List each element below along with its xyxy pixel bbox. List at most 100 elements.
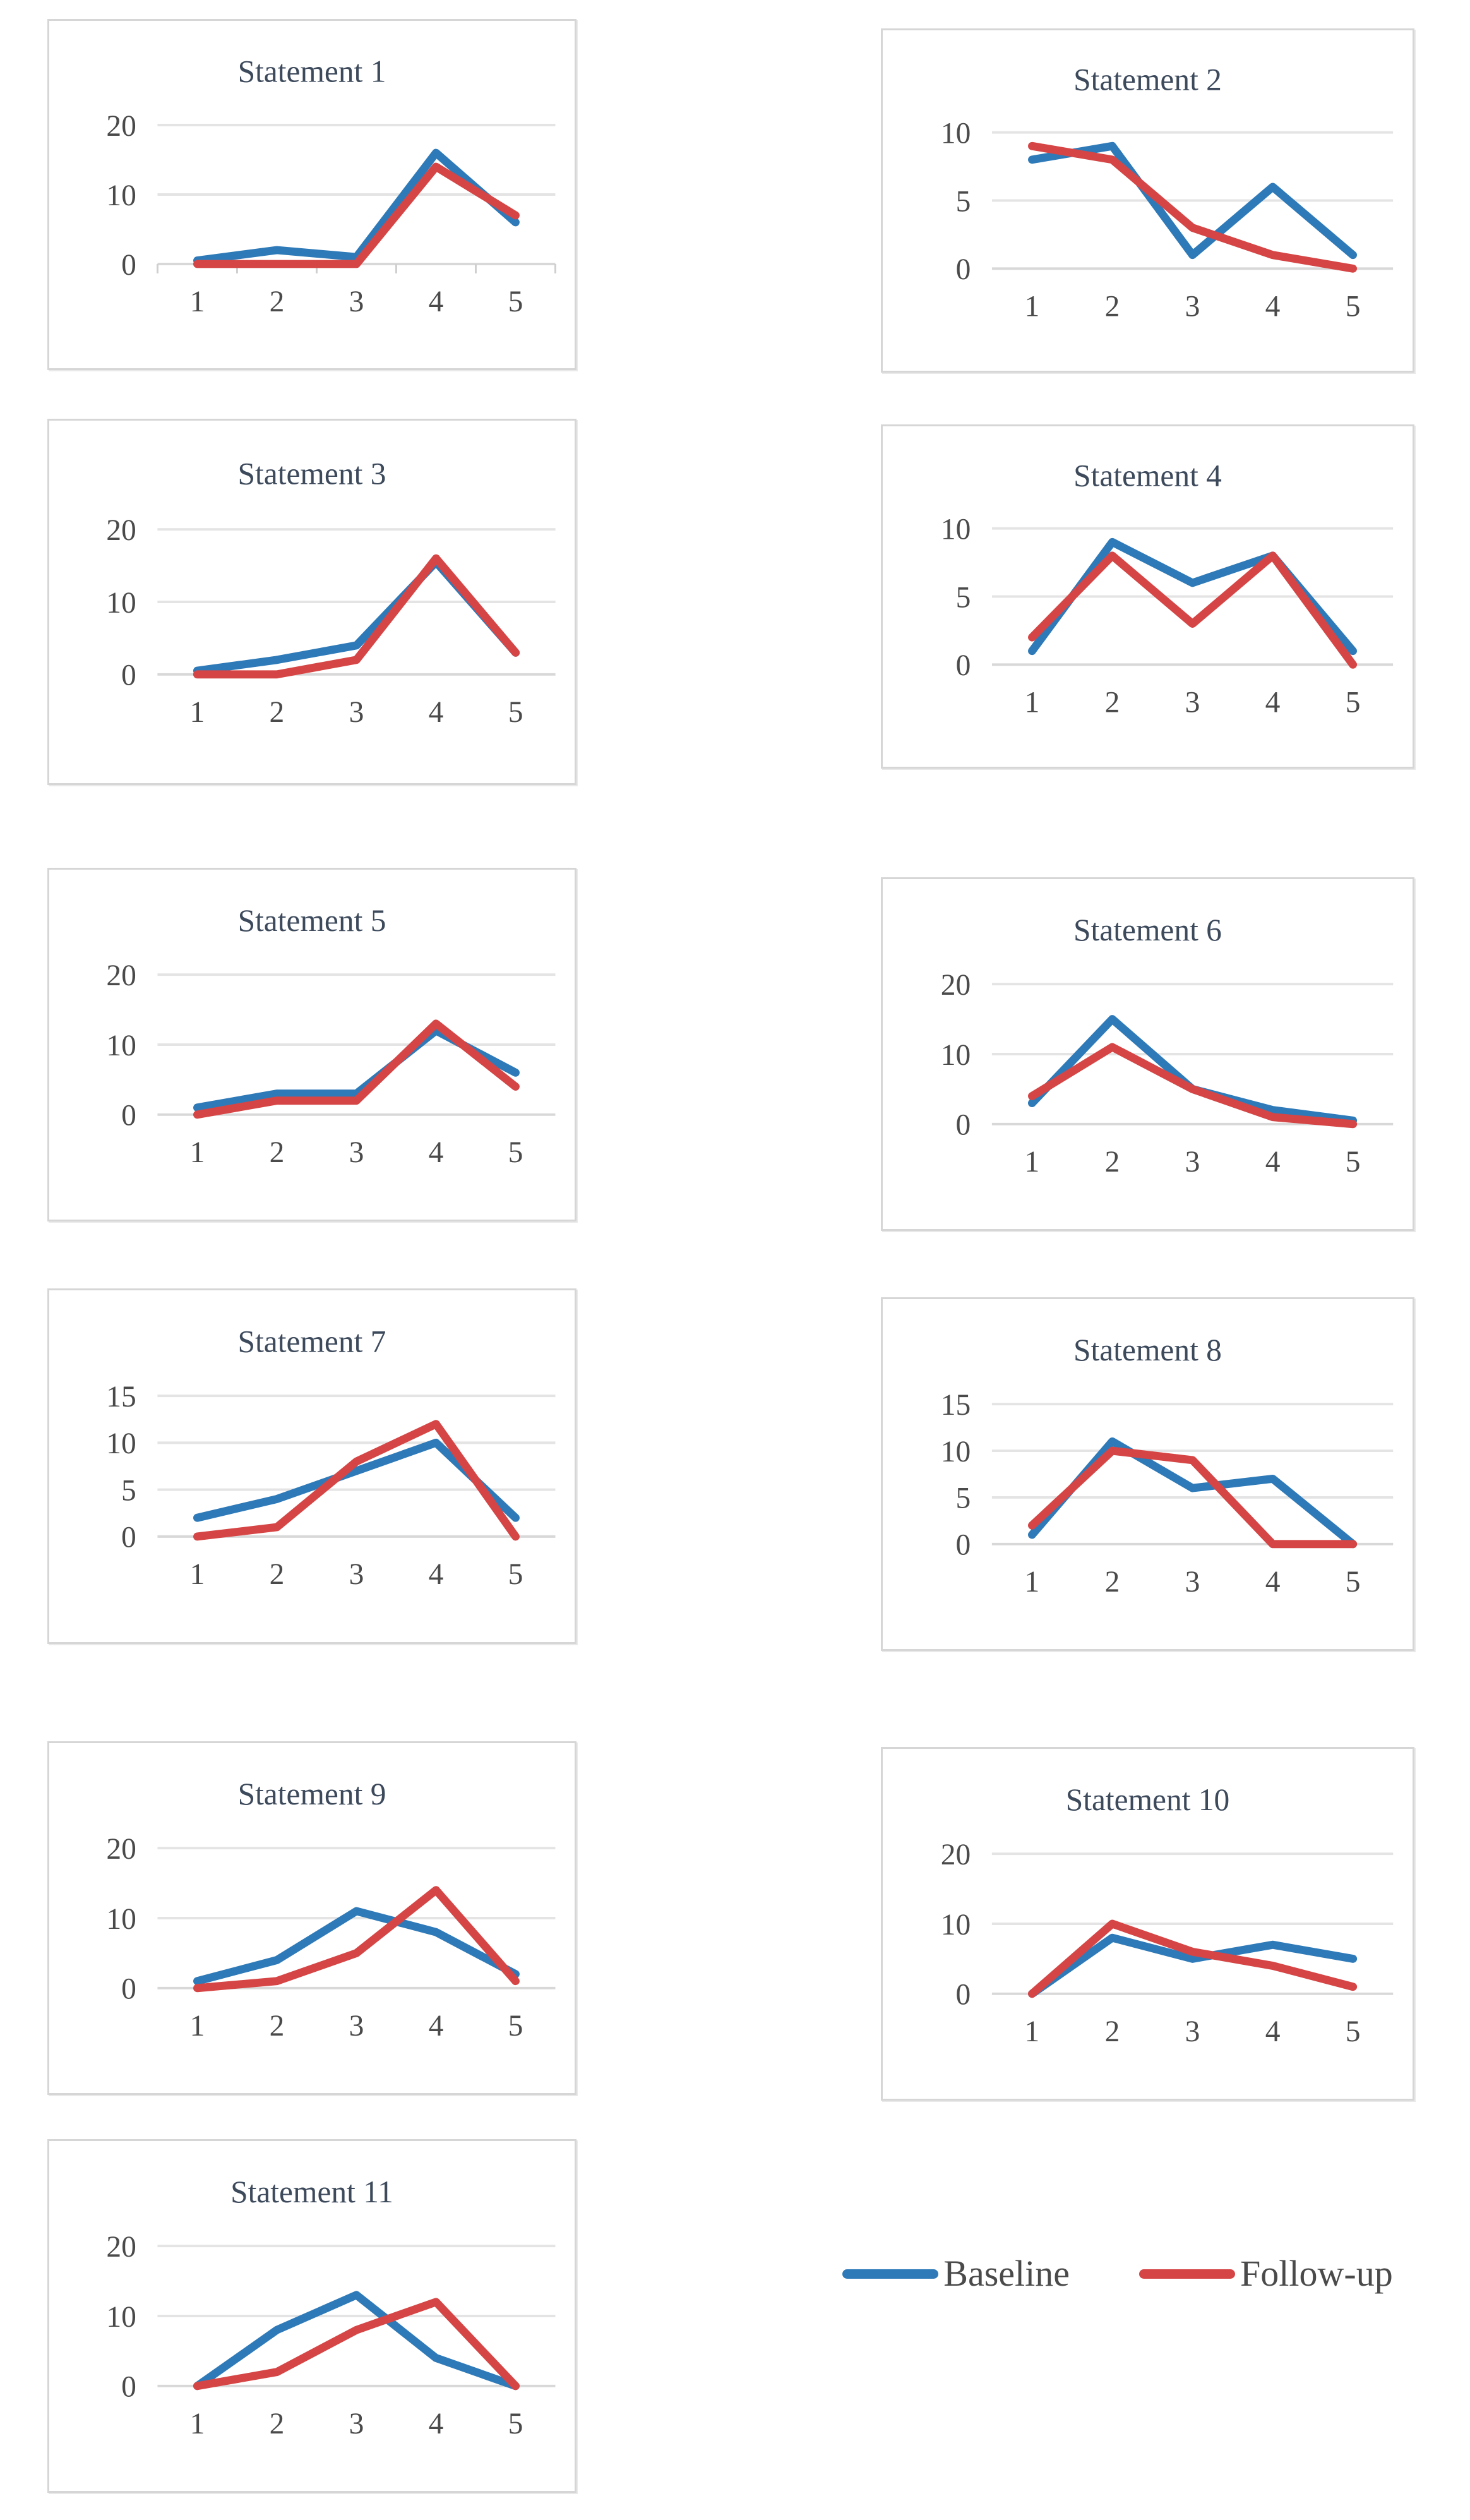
y-tick-label-10: 10 [941,1909,971,1941]
y-tick-label-15: 15 [941,1389,971,1422]
x-tick-label-4: 4 [1265,1566,1281,1599]
x-tick-label-3: 3 [1185,2015,1200,2048]
y-tick-label-0: 0 [121,1100,136,1132]
y-tick-label-5: 5 [956,1482,971,1515]
y-tick-label-0: 0 [121,659,136,692]
y-tick-label-0: 0 [956,649,971,682]
x-tick-label-1: 1 [190,1136,205,1169]
x-tick-label-3: 3 [1185,1566,1200,1599]
x-tick-label-5: 5 [1346,1566,1361,1599]
series-followup-line [193,2298,520,2391]
series-followup-line [193,1886,520,1993]
chart-card-statement-2: 0 5 10 1 2 3 4 5 Statement 2 [881,28,1414,373]
series-followup-line [193,1019,520,1119]
x-tick-label-2: 2 [270,2408,285,2440]
y-tick-label-10: 10 [941,117,971,150]
series-followup-line [193,1420,520,1541]
chart-svg-statement-1: 0 10 20 1 2 3 4 5 Statement 1 [106,54,556,318]
x-tick-label-5: 5 [1346,1146,1361,1179]
chart-title: Statement 2 [1073,62,1222,97]
y-tick-label-20: 20 [106,514,136,547]
y-tick-label-10: 10 [941,1039,971,1072]
legend-item-followup: Follow-up [1139,2255,1393,2292]
chart-title: Statement 5 [238,903,386,938]
x-tick-label-2: 2 [270,696,285,729]
chart-card-statement-3: 0 10 20 1 2 3 4 5 Statement 3 [47,419,577,785]
x-tick-label-1: 1 [1025,1146,1040,1179]
x-tick-label-3: 3 [349,1558,364,1591]
series-followup-line [193,554,520,679]
x-tick-label-2: 2 [270,285,285,318]
chart-card-statement-11: 0 10 20 1 2 3 4 5 Statement 11 [47,2139,577,2493]
chart-svg-statement-6: 0 10 20 1 2 3 4 5 Statement 6 [941,913,1394,1179]
chart-svg-statement-2: 0 5 10 1 2 3 4 5 Statement 2 [941,62,1394,323]
x-tick-label-5: 5 [508,2408,523,2440]
x-tick-label-4: 4 [429,1136,444,1169]
x-tick-label-5: 5 [508,696,523,729]
series-followup-line [1027,1043,1358,1129]
series-baseline-line [193,1438,520,1522]
x-tick-label-3: 3 [349,1136,364,1169]
chart-svg-statement-10: 0 10 20 1 2 3 4 5 Statement 10 [941,1782,1394,2048]
y-tick-label-10: 10 [106,179,136,212]
y-tick-label-20: 20 [941,969,971,1002]
x-tick-label-1: 1 [190,2010,205,2043]
y-tick-label-10: 10 [106,587,136,620]
y-tick-label-5: 5 [121,1474,136,1507]
chart-svg-statement-7: 0 5 10 15 1 2 3 4 5 Statement 7 [106,1324,556,1591]
y-tick-label-10: 10 [941,513,971,546]
y-tick-label-10: 10 [106,1903,136,1936]
y-tick-label-5: 5 [956,581,971,614]
chart-card-statement-7: 0 5 10 15 1 2 3 4 5 Statement 7 [47,1288,577,1644]
chart-card-statement-1: 0 10 20 1 2 3 4 5 Statement 1 [47,19,577,370]
chart-title: Statement 7 [238,1324,386,1359]
chart-title: Statement 8 [1073,1333,1222,1367]
x-tick-label-1: 1 [190,696,205,729]
legend-label-baseline: Baseline [943,2253,1070,2294]
y-tick-label-20: 20 [106,1833,136,1866]
x-tick-label-4: 4 [1265,1146,1281,1179]
series-followup-line [1028,551,1358,669]
y-tick-label-0: 0 [121,2371,136,2404]
y-tick-label-10: 10 [106,1427,136,1460]
followup-line-swatch [1139,2269,1236,2279]
chart-card-statement-9: 0 10 20 1 2 3 4 5 Statement 9 [47,1741,577,2095]
x-tick-label-1: 1 [1025,686,1040,719]
x-tick-label-2: 2 [270,1136,285,1169]
chart-title: Statement 9 [238,1777,386,1811]
series-baseline-line [193,148,520,265]
chart-svg-statement-8: 0 5 10 15 1 2 3 4 5 Statement 8 [941,1333,1394,1599]
chart-svg-statement-4: 0 5 10 1 2 3 4 5 Statement 4 [941,458,1394,719]
series-followup-line [1028,141,1358,273]
y-tick-label-0: 0 [956,1109,971,1142]
x-tick-label-4: 4 [1265,2015,1281,2048]
x-tick-label-1: 1 [1025,1566,1040,1599]
y-tick-label-20: 20 [106,2231,136,2264]
chart-title: Statement 11 [230,2175,393,2209]
x-tick-label-2: 2 [1105,2015,1120,2048]
x-tick-label-3: 3 [1185,1146,1200,1179]
chart-svg-statement-5: 0 10 20 1 2 3 4 5 Statement 5 [106,903,556,1169]
series-baseline-line [193,1907,520,1986]
x-tick-label-1: 1 [1025,2015,1040,2048]
x-tick-label-3: 3 [349,285,364,318]
x-tick-label-5: 5 [1346,2015,1361,2048]
x-tick-label-5: 5 [508,1136,523,1169]
x-tick-label-1: 1 [1025,290,1040,323]
x-tick-label-4: 4 [1265,290,1281,323]
x-tick-label-2: 2 [1105,1566,1120,1599]
legend: Baseline Follow-up [815,2236,1421,2312]
series-followup-line [193,162,520,268]
x-tick-label-5: 5 [1346,686,1361,719]
x-tick-label-4: 4 [429,2408,444,2440]
x-tick-label-5: 5 [508,2010,523,2043]
x-tick-label-1: 1 [190,2408,205,2440]
x-tick-label-2: 2 [1105,686,1120,719]
x-tick-label-4: 4 [1265,686,1281,719]
series-baseline-line [1027,1933,1358,1998]
chart-card-statement-10: 0 10 20 1 2 3 4 5 Statement 10 [881,1747,1414,2101]
series-baseline-line [193,2291,520,2391]
baseline-line-swatch [842,2269,939,2279]
legend-label-followup: Follow-up [1240,2253,1393,2294]
